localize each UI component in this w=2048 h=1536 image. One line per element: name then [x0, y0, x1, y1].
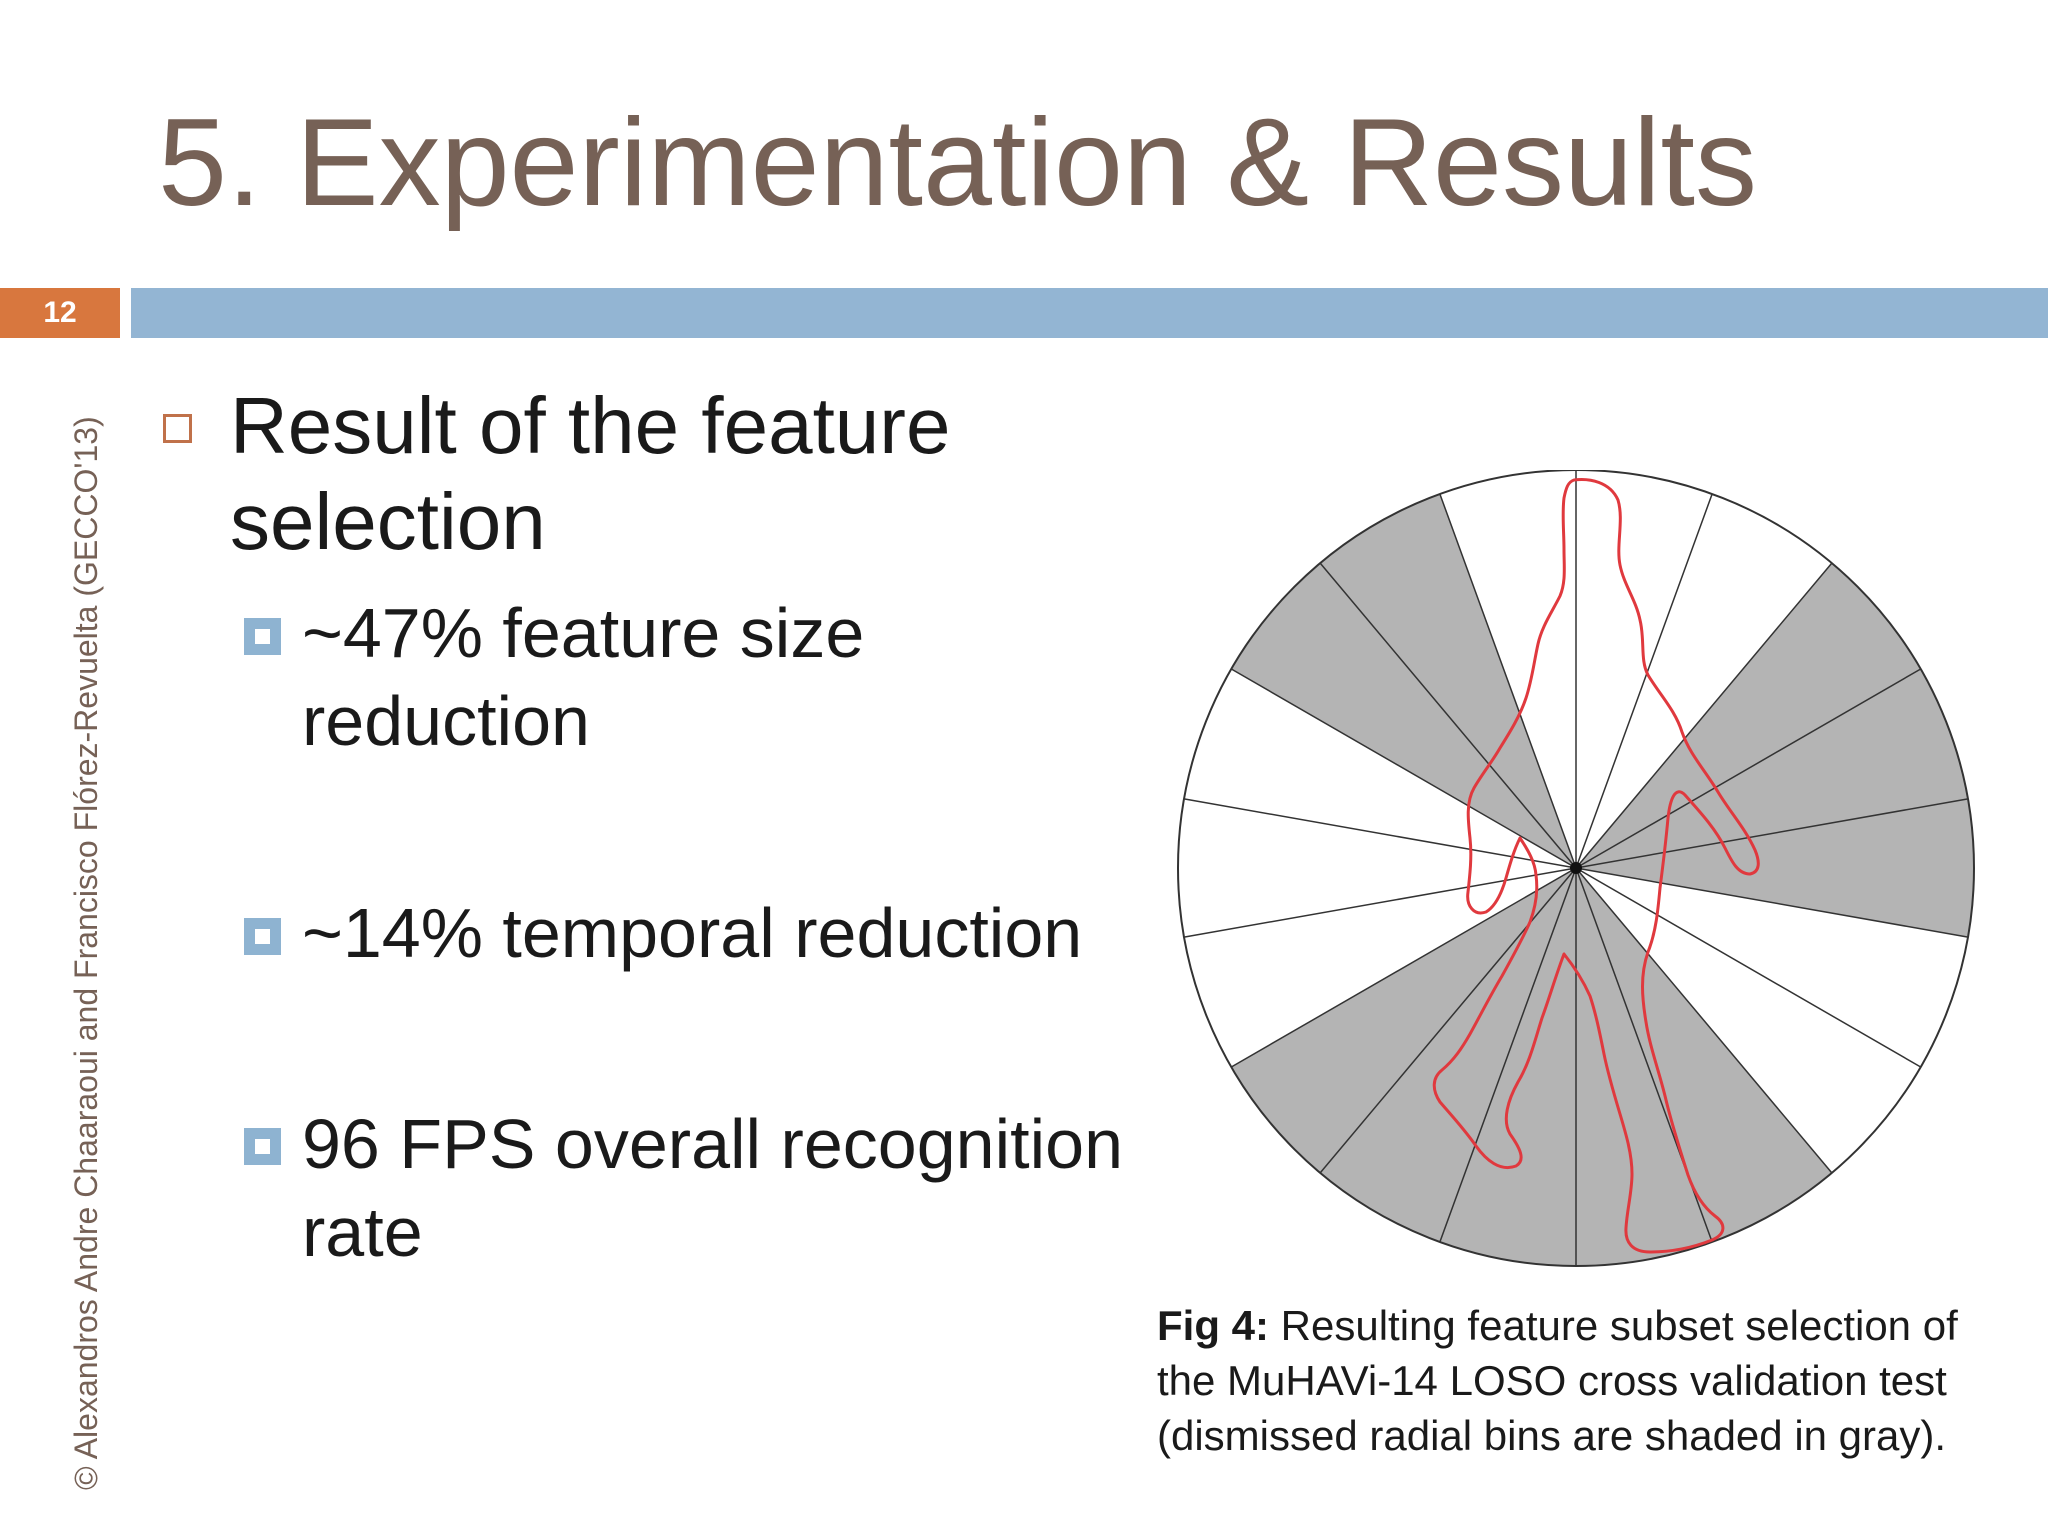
sub-bullet-icon: [244, 1128, 281, 1165]
bin-divider-line: [1575, 867, 1969, 938]
caption-text: Resulting feature subset selection of th…: [1157, 1302, 1958, 1459]
selected-bin: [1184, 868, 1576, 1067]
sub-bullet-text-line: rate: [302, 1193, 423, 1271]
sub-bullet-text: ~14% temporal reduction: [302, 894, 1083, 972]
bin-divider-line: [1575, 493, 1713, 869]
bin-divider-line: [1183, 798, 1577, 869]
bin-divider-line: [1319, 562, 1577, 869]
selected-bin: [1178, 798, 1576, 938]
bin-divider-line: [1575, 668, 1922, 869]
bin-divider-line: [1230, 668, 1577, 869]
selected-bin: [1184, 669, 1576, 868]
sub-bullet-icon: [244, 918, 281, 955]
radial-bins-figure: [1177, 470, 1975, 1267]
bin-divider-line: [1575, 867, 1922, 1068]
square-bullet-icon: [163, 414, 192, 443]
sub-bullet-icon: [244, 618, 281, 655]
selected-bin: [1576, 494, 1832, 868]
sub-bullet-text: 96 FPS overall recognition rate: [302, 1100, 1122, 1276]
silhouette-outline: [1432, 478, 1760, 1254]
bin-dividers: [1183, 470, 1969, 1266]
dismissed-bin: [1576, 563, 1921, 868]
sub-bullet-text: ~47% feature size reduction: [302, 594, 865, 760]
bin-divider-line: [1439, 493, 1577, 869]
bin-divider-line: [1183, 867, 1577, 938]
dismissed-bin: [1320, 868, 1576, 1242]
dismissed-bin: [1320, 494, 1576, 868]
bin-divider-line: [1575, 798, 1969, 869]
slide-number: 12: [0, 288, 120, 338]
dismissed-bin: [1231, 563, 1576, 868]
outer-circle: [1177, 470, 1975, 1267]
header-bar: [131, 288, 2048, 338]
dismissed-bin: [1231, 868, 1576, 1173]
bin-divider-line: [1575, 867, 1833, 1174]
radial-bins: [1178, 470, 1974, 1266]
dismissed-bin: [1439, 868, 1576, 1266]
bin-divider-line: [1439, 867, 1577, 1243]
dismissed-bin: [1576, 669, 1968, 868]
copyright-note: © Alexandros Andre Chaaraoui and Francis…: [68, 416, 104, 1490]
selected-bin: [1576, 868, 1921, 1173]
dismissed-bin: [1576, 868, 1713, 1266]
caption-label: Fig 4:: [1157, 1302, 1269, 1349]
figure-caption: Fig 4: Resulting feature subset selectio…: [1157, 1298, 2017, 1463]
bin-divider-line: [1319, 867, 1577, 1174]
bin-divider-line: [1575, 562, 1833, 869]
main-bullet-text: Result of the feature selection: [230, 381, 951, 566]
selected-bin: [1439, 470, 1576, 868]
center-point: [1570, 862, 1582, 874]
selected-bin: [1576, 868, 1968, 1067]
dismissed-bin: [1576, 868, 1832, 1242]
sub-bullet-text-line: 96 FPS overall recognition: [302, 1105, 1122, 1183]
bin-divider-line: [1230, 867, 1577, 1068]
slide-title: 5. Experimentation & Results: [158, 94, 1757, 232]
dismissed-bin: [1576, 798, 1974, 938]
